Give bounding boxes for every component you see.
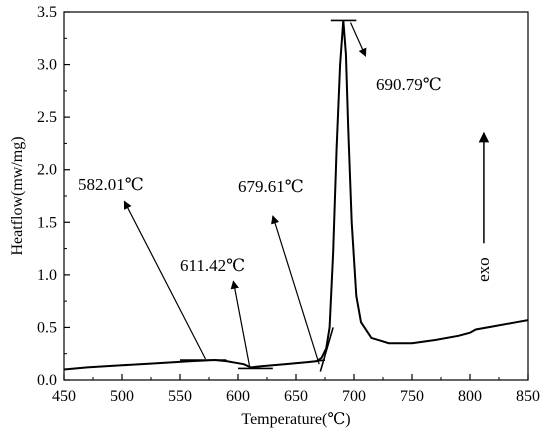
x-tick-label-6: 750 [400, 388, 424, 405]
exo-label: exo [474, 257, 493, 282]
x-tick-label-4: 650 [284, 388, 308, 405]
x-tick-label-8: 850 [516, 388, 540, 405]
annotation-arrow-3 [349, 22, 367, 57]
tangent-line-2 [307, 359, 326, 363]
y-tick-label-7: 3.5 [37, 4, 57, 21]
x-tick-label-5: 700 [342, 388, 366, 405]
annotation-label-1: 611.42℃ [180, 256, 245, 275]
y-tick-label-1: 0.5 [37, 319, 57, 336]
annotation-arrow-0 [123, 200, 207, 360]
y-axis-label: Heatflow(mw/mg) [9, 136, 26, 255]
x-tick-label-1: 500 [110, 388, 134, 405]
annotation-label-2: 679.61℃ [238, 177, 304, 196]
annotation-label-0: 582.01℃ [78, 175, 144, 194]
annotation-arrow-2 [271, 215, 320, 365]
y-tick-label-5: 2.5 [37, 109, 57, 126]
annotation-arrow-1 [230, 280, 251, 367]
x-tick-label-2: 550 [168, 388, 192, 405]
plot-frame [63, 11, 529, 381]
x-tick-label-7: 800 [458, 388, 482, 405]
tangent-line-3 [319, 327, 334, 372]
series-line-0 [63, 20, 529, 371]
y-tick-label-4: 2.0 [37, 162, 57, 179]
annotation-label-3: 690.79℃ [376, 75, 442, 94]
y-tick-label-3: 1.5 [37, 214, 57, 231]
x-axis-label: Temperature(℃) [241, 411, 350, 428]
y-tick-label-6: 3.0 [37, 57, 57, 74]
y-tick-label-0: 0.0 [37, 372, 57, 389]
x-tick-label-0: 450 [52, 388, 76, 405]
y-tick-label-2: 1.0 [37, 267, 57, 284]
x-tick-label-3: 600 [226, 388, 250, 405]
